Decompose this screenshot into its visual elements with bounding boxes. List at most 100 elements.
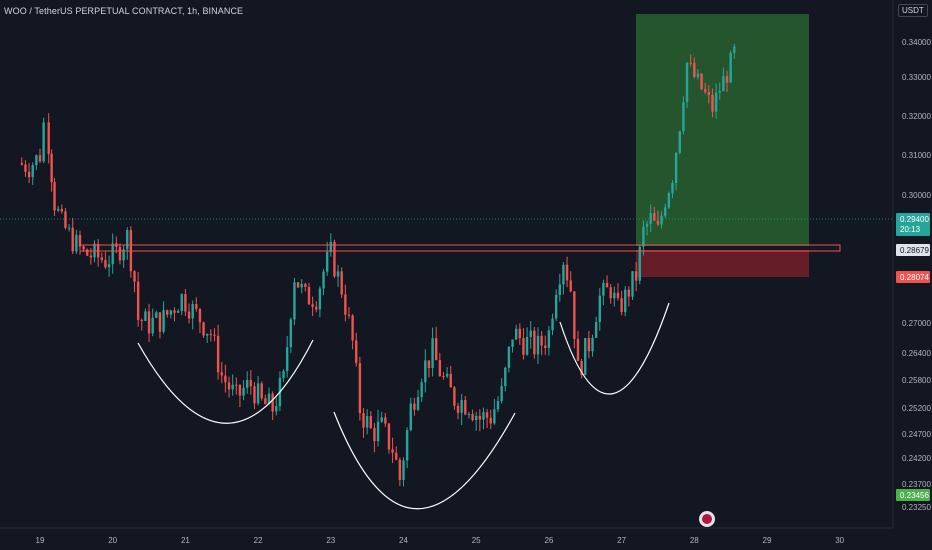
candle-body-78[interactable] bbox=[304, 283, 307, 288]
candle-body-23[interactable] bbox=[104, 260, 107, 268]
candle-body-175[interactable] bbox=[656, 220, 660, 225]
take-profit-zone[interactable] bbox=[636, 14, 809, 246]
entry-price-badge[interactable] bbox=[896, 244, 930, 256]
candle-body-178[interactable] bbox=[667, 193, 671, 208]
candle-body-65[interactable] bbox=[256, 383, 260, 404]
candle-body-174[interactable] bbox=[653, 212, 656, 221]
candle-body-33[interactable] bbox=[140, 319, 143, 321]
candle-body-59[interactable] bbox=[235, 384, 238, 386]
candle-body-184[interactable] bbox=[689, 62, 692, 64]
candle-body-167[interactable] bbox=[627, 289, 631, 297]
candle-body-162[interactable] bbox=[609, 287, 612, 299]
candle-body-77[interactable] bbox=[300, 283, 303, 288]
candle-body-101[interactable] bbox=[387, 423, 391, 450]
candle-body-192[interactable] bbox=[718, 91, 721, 93]
candle-body-61[interactable] bbox=[242, 387, 245, 396]
candle-body-5[interactable] bbox=[38, 155, 42, 162]
candle-body-115[interactable] bbox=[438, 360, 442, 377]
candle-body-9[interactable] bbox=[53, 182, 56, 211]
candle-body-35[interactable] bbox=[147, 311, 151, 334]
candle-body-134[interactable] bbox=[507, 346, 511, 368]
candle-body-172[interactable] bbox=[645, 223, 649, 227]
candle-body-120[interactable] bbox=[456, 405, 460, 413]
candle-body-12[interactable] bbox=[64, 211, 67, 228]
candle-body-97[interactable] bbox=[373, 427, 376, 442]
candle-body-42[interactable] bbox=[173, 310, 176, 313]
candle-body-32[interactable] bbox=[136, 281, 140, 320]
candle-body-63[interactable] bbox=[249, 379, 253, 387]
candle-body-58[interactable] bbox=[231, 384, 234, 390]
candle-body-173[interactable] bbox=[649, 212, 652, 224]
candle-body-177[interactable] bbox=[664, 207, 667, 216]
candle-body-189[interactable] bbox=[707, 91, 711, 95]
candle-body-55[interactable] bbox=[220, 372, 223, 376]
candle-body-114[interactable] bbox=[435, 338, 438, 361]
candle-body-44[interactable] bbox=[180, 294, 183, 311]
candle-body-10[interactable] bbox=[56, 208, 60, 211]
candle-body-113[interactable] bbox=[431, 338, 434, 368]
candle-body-52[interactable] bbox=[209, 333, 213, 335]
candle-body-93[interactable] bbox=[358, 363, 362, 414]
candle-body-161[interactable] bbox=[605, 282, 609, 288]
candle-body-17[interactable] bbox=[82, 246, 85, 250]
candle-body-16[interactable] bbox=[78, 234, 82, 247]
candle-body-145[interactable] bbox=[547, 330, 551, 348]
candle-body-72[interactable] bbox=[282, 371, 285, 378]
candle-body-182[interactable] bbox=[682, 102, 685, 132]
candle-body-142[interactable] bbox=[536, 335, 540, 355]
candle-body-94[interactable] bbox=[362, 413, 365, 428]
candle-body-37[interactable] bbox=[155, 312, 158, 318]
candle-body-48[interactable] bbox=[195, 304, 198, 309]
candle-body-155[interactable] bbox=[584, 338, 587, 376]
candle-body-130[interactable] bbox=[493, 409, 496, 424]
candle-body-14[interactable] bbox=[71, 227, 74, 252]
candle-body-135[interactable] bbox=[511, 339, 514, 347]
candle-body-147[interactable] bbox=[554, 294, 558, 319]
candle-body-122[interactable] bbox=[464, 400, 467, 415]
candle-body-111[interactable] bbox=[424, 360, 427, 383]
candle-body-139[interactable] bbox=[525, 336, 529, 355]
candle-body-24[interactable] bbox=[107, 264, 111, 268]
candle-body-185[interactable] bbox=[693, 62, 696, 77]
candle-body-170[interactable] bbox=[638, 246, 641, 281]
candle-body-190[interactable] bbox=[711, 94, 714, 112]
candle-body-164[interactable] bbox=[616, 292, 620, 299]
candle-body-100[interactable] bbox=[384, 417, 387, 424]
candle-body-153[interactable] bbox=[576, 338, 580, 362]
candle-body-90[interactable] bbox=[347, 314, 351, 316]
candle-body-50[interactable] bbox=[202, 322, 205, 336]
candle-body-34[interactable] bbox=[144, 311, 147, 321]
candle-body-132[interactable] bbox=[500, 386, 503, 402]
candle-body-19[interactable] bbox=[89, 255, 93, 258]
candle-body-181[interactable] bbox=[678, 131, 681, 153]
candle-body-39[interactable] bbox=[162, 310, 165, 332]
candle-body-29[interactable] bbox=[126, 230, 129, 250]
candle-body-169[interactable] bbox=[634, 271, 638, 281]
candle-body-18[interactable] bbox=[86, 249, 89, 256]
candle-body-133[interactable] bbox=[504, 367, 507, 387]
candle-body-110[interactable] bbox=[420, 382, 423, 398]
candle-body-6[interactable] bbox=[42, 122, 45, 162]
stop-loss-zone[interactable] bbox=[636, 250, 809, 277]
candle-body-87[interactable] bbox=[336, 271, 340, 277]
candle-body-4[interactable] bbox=[35, 155, 38, 166]
candle-body-146[interactable] bbox=[551, 318, 554, 331]
candle-body-148[interactable] bbox=[558, 284, 562, 295]
candle-body-138[interactable] bbox=[522, 338, 525, 355]
right-shoulder-arc[interactable] bbox=[559, 302, 670, 395]
candle-body-86[interactable] bbox=[333, 241, 336, 277]
candle-body-92[interactable] bbox=[355, 340, 358, 364]
candle-body-188[interactable] bbox=[704, 89, 707, 92]
candle-body-53[interactable] bbox=[213, 334, 216, 336]
candle-body-109[interactable] bbox=[416, 397, 420, 410]
currency-badge[interactable]: USDT bbox=[898, 4, 928, 17]
neckline-resistance-band[interactable] bbox=[79, 244, 841, 252]
candle-body-75[interactable] bbox=[293, 282, 296, 320]
candle-body-143[interactable] bbox=[540, 335, 543, 346]
candle-body-150[interactable] bbox=[565, 264, 569, 281]
candle-body-56[interactable] bbox=[224, 375, 227, 383]
candle-body-183[interactable] bbox=[685, 62, 689, 103]
candle-body-179[interactable] bbox=[671, 182, 674, 194]
candle-body-82[interactable] bbox=[318, 288, 322, 310]
